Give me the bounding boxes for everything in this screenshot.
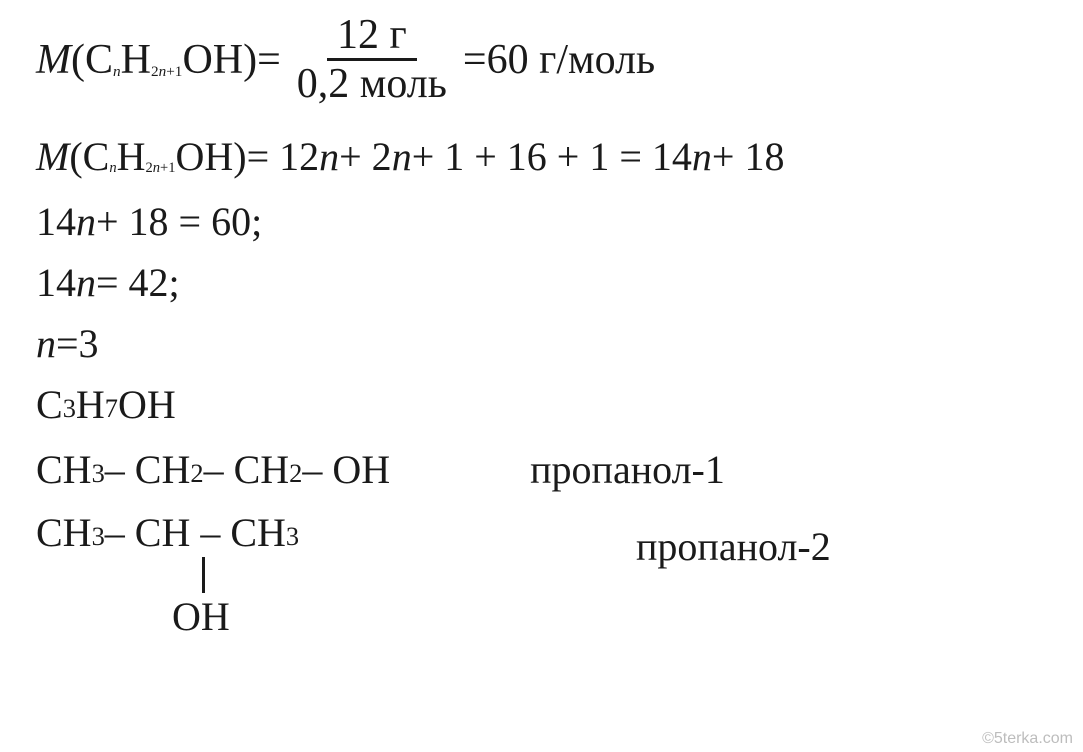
symbol-C: C [36, 381, 63, 428]
symbol-OH: OH [118, 381, 176, 428]
symbol-M-2: M [36, 133, 69, 180]
equation-step-3: n =3 [36, 320, 1047, 367]
subscript-n-b: n [109, 160, 116, 176]
formula-oh-close-2: OH) [175, 133, 246, 180]
molar-mass-result: 60 г/моль [487, 39, 656, 81]
isomer-2-chain: CH 3 – CH – CH 3 [36, 509, 299, 556]
subscript-nb: n [153, 160, 160, 176]
var-n-2: n [392, 133, 412, 180]
symbol-H-3: H [76, 381, 105, 428]
chemistry-solution: M (C n H 2n+1 OH) = 12 г 0,2 моль = 60 г… [0, 0, 1083, 752]
equation-step-2: 14 n = 42; [36, 259, 1047, 306]
eq3-a: 14 [36, 198, 76, 245]
oh-group: OH [172, 593, 230, 640]
fraction-denominator: 0,2 моль [287, 61, 457, 105]
var-n-6: n [36, 320, 56, 367]
subscript-2: 2 [151, 63, 159, 80]
ch-a: CH [36, 446, 92, 493]
vertical-bond [202, 557, 205, 593]
eq5-b: =3 [56, 320, 99, 367]
label-propanol-1: пропанол-1 [530, 446, 725, 493]
var-n-4: n [76, 198, 96, 245]
isomer-propanol-2: CH 3 – CH – CH 3 OH пропанол-2 [36, 509, 1047, 629]
fraction-numerator: 12 г [327, 14, 417, 61]
formula-open: (C [71, 39, 113, 81]
subscript-plus1b: +1 [160, 160, 175, 176]
molecular-formula: C 3 H 7 OH [36, 381, 1047, 428]
symbol-H: H [121, 39, 151, 81]
eq4-b: = 42; [96, 259, 180, 306]
label-propanol-2: пропанол-2 [636, 523, 831, 570]
var-n-1: n [319, 133, 339, 180]
symbol-M: M [36, 39, 71, 81]
eq2-part3: + 1 + 16 + 1 = 14 [412, 133, 692, 180]
eq2-part1: = 12 [247, 133, 320, 180]
eq4-a: 14 [36, 259, 76, 306]
eq3-b: + 18 = 60; [96, 198, 262, 245]
equals-sign: = [257, 39, 281, 81]
subscript-n: n [113, 63, 121, 80]
ch-c: – CH [204, 446, 290, 493]
formula-oh-close: OH) [182, 39, 257, 81]
fraction: 12 г 0,2 моль [287, 14, 457, 105]
isomer-propanol-1: CH 3 – CH 2 – CH 2 – OH пропанол-1 [36, 446, 1047, 493]
ch-oh: – OH [302, 446, 390, 493]
subscript-plus1: +1 [166, 63, 182, 80]
var-n-3: n [692, 133, 712, 180]
watermark: ©5terka.com [982, 730, 1073, 748]
equation-molar-mass-calc: M (C n H 2n+1 OH) = 12 г 0,2 моль = 60 г… [36, 14, 1047, 105]
ch-a2: CH [36, 509, 92, 556]
var-n-5: n [76, 259, 96, 306]
equation-step-1: 14 n + 18 = 60; [36, 198, 1047, 245]
equation-molar-mass-expression: M (C n H 2n+1 OH) = 12 n + 2 n + 1 + 16 … [36, 133, 1047, 180]
ch-b: – CH [105, 446, 191, 493]
eq2-part4: + 18 [712, 133, 785, 180]
ch-mid: – CH – CH [105, 509, 286, 556]
symbol-H-2: H [117, 133, 146, 180]
formula-open-2: (C [69, 133, 109, 180]
subscript-2b: 2 [145, 160, 152, 176]
eq2-part2: + 2 [339, 133, 392, 180]
equals-sign-2: = [463, 39, 487, 81]
